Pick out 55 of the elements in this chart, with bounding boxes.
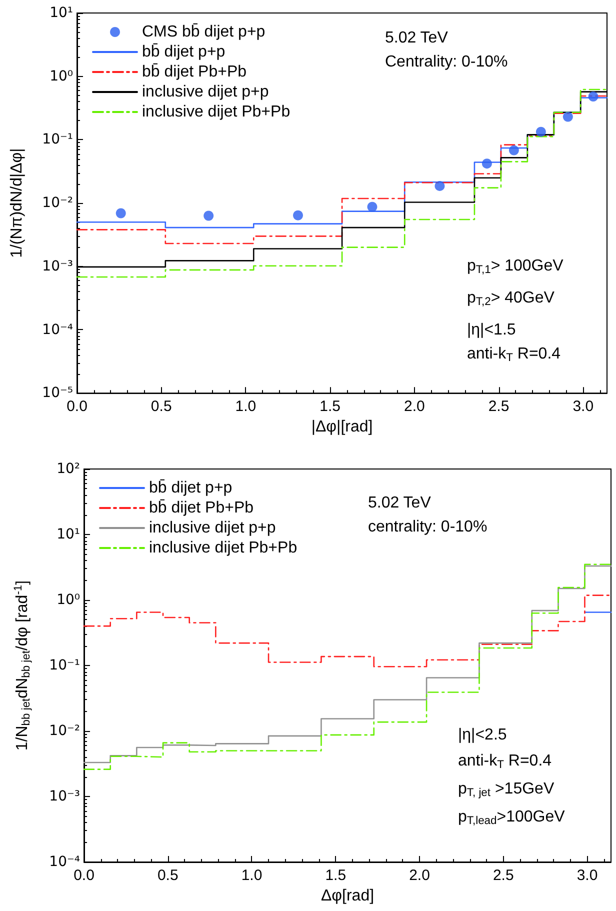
annotation: |η|<1.5 [467, 322, 516, 338]
point [482, 158, 492, 169]
legend-label: inclusive dijet Pb+Pb [142, 104, 290, 120]
legend-label: inclusive dijet p+p [149, 520, 276, 536]
legend-label: inclusive dijet p+p [142, 84, 269, 100]
y-tick-label: 10⁻⁴ [42, 322, 74, 338]
point [508, 145, 519, 156]
point [293, 210, 303, 220]
x-tick-label: 0.5 [157, 867, 178, 884]
y-tick-label: 10⁰ [50, 68, 74, 84]
x-tick-label: 3.0 [572, 398, 594, 416]
y-tick-label: 10¹ [56, 526, 80, 542]
annotation: Centrality: 0-10% [385, 54, 508, 70]
y-tick-label: 10⁻² [42, 195, 73, 212]
legend-label: bb̄ dijet Pb+Pb [142, 63, 247, 80]
y-tick-label: 10⁻⁴ [49, 854, 80, 870]
y-tick-label: 10⁻¹ [49, 658, 80, 674]
x-tick-label: 2.0 [409, 867, 430, 884]
x-tick-label: 1.0 [241, 867, 262, 884]
legend-label: bb̄ dijet p+p [149, 479, 232, 496]
legend-label: inclusive dijet Pb+Pb [149, 540, 298, 556]
point [204, 210, 214, 221]
x-axis-title: |Δφ|[rad] [311, 418, 373, 436]
point [367, 202, 378, 212]
x-tick-label: 0.0 [74, 867, 94, 884]
x-tick-label: 1.5 [320, 398, 340, 416]
y-tick-label: 10¹ [50, 5, 73, 21]
point [434, 180, 445, 191]
annotation: 5.02 TeV [385, 30, 448, 46]
x-tick-label: 2.0 [404, 398, 425, 416]
annotation: |η|<2.5 [458, 726, 507, 744]
x-tick-label: 2.5 [492, 867, 514, 884]
x-tick-label: 1.5 [325, 867, 346, 884]
point [588, 92, 598, 102]
y-axis-title: 1/(Nπ)dN/d|Δφ| [8, 148, 26, 258]
y-axis-title: 1/Nbb jetdNbb jet/dφ [rad-1] [12, 580, 32, 751]
y-tick-label: 10⁰ [56, 592, 80, 608]
y-tick-label: 10⁻³ [42, 258, 73, 274]
x-tick-label: 0.5 [150, 398, 172, 416]
x-axis-title: Δφ[rad] [320, 887, 374, 904]
point [116, 208, 126, 218]
y-tick-label: 10² [56, 461, 80, 477]
x-tick-label: 1.0 [235, 398, 256, 416]
point [562, 112, 573, 122]
legend-label: bb̄ dijet Pb+Pb [149, 499, 254, 516]
y-tick-label: 10⁻¹ [42, 132, 73, 148]
y-tick-label: 10⁻³ [49, 788, 80, 804]
x-tick-label: 3.0 [576, 867, 598, 884]
legend-label: CMS bb̄ dijet p+p [142, 23, 266, 40]
legend-label: bb̄ dijet p+p [142, 43, 226, 60]
annotation: centrality: 0-10% [368, 518, 488, 536]
point [536, 126, 546, 137]
y-tick-label: 10⁻² [49, 723, 80, 739]
annotation: 5.02 TeV [368, 494, 432, 512]
x-tick-label: 2.5 [488, 398, 510, 416]
